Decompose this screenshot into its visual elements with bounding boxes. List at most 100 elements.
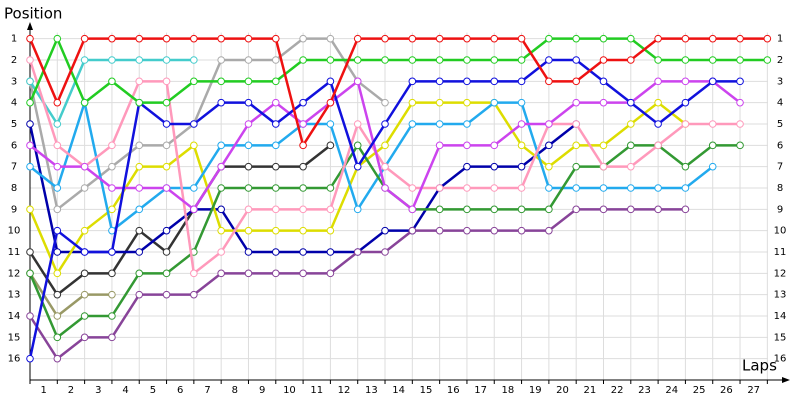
point: [299, 205, 307, 214]
point: [353, 141, 362, 150]
x-tick-label: 26: [720, 385, 733, 396]
y-tick-label: 5: [11, 119, 17, 130]
x-tick-label: 12: [338, 385, 351, 396]
x-tick-label: 14: [392, 385, 405, 396]
point: [162, 226, 171, 235]
y-tick-label-right: 7: [777, 162, 783, 173]
point: [435, 77, 444, 86]
point: [381, 56, 389, 64]
y-tick-label: 9: [11, 204, 17, 215]
point: [463, 226, 471, 235]
point: [26, 77, 34, 86]
point: [53, 269, 62, 278]
point: [654, 56, 662, 64]
point: [326, 269, 335, 278]
point: [381, 98, 389, 107]
point: [135, 77, 144, 86]
point: [326, 56, 335, 64]
point: [26, 162, 34, 171]
point: [408, 34, 417, 43]
point: [299, 98, 307, 107]
point: [53, 248, 62, 256]
point: [381, 226, 389, 235]
point: [162, 290, 171, 299]
point: [271, 226, 280, 235]
point: [217, 184, 225, 192]
point: [353, 248, 362, 256]
y-tick-label-right: 12: [774, 268, 787, 279]
point: [53, 120, 62, 128]
x-tick-label: 24: [665, 385, 678, 396]
point: [381, 184, 389, 192]
point: [271, 77, 280, 86]
y-tick-label: 7: [11, 162, 17, 173]
x-tick-label: 13: [365, 385, 378, 396]
point: [108, 141, 116, 150]
y-tick-label-right: 3: [777, 76, 783, 87]
point: [190, 141, 198, 150]
point: [135, 226, 144, 235]
point: [517, 34, 526, 43]
point: [517, 162, 526, 171]
point: [162, 184, 171, 192]
point: [517, 226, 526, 235]
point: [299, 184, 307, 192]
point: [627, 120, 635, 128]
point: [80, 269, 89, 278]
point: [244, 56, 253, 64]
point: [190, 184, 198, 192]
point: [80, 98, 89, 107]
point: [190, 34, 198, 43]
x-tick-label: 11: [310, 385, 323, 396]
y-tick-label-right: 8: [777, 183, 783, 194]
point: [26, 248, 34, 256]
point: [244, 77, 253, 86]
point: [217, 77, 225, 86]
point: [190, 120, 198, 128]
point: [708, 34, 717, 43]
point: [736, 141, 744, 150]
x-tick-label: 1: [40, 385, 46, 396]
series-line: [28, 144, 332, 297]
point: [326, 141, 335, 150]
point: [708, 162, 717, 171]
x-tick-label: 16: [447, 385, 460, 396]
point: [108, 290, 116, 299]
point: [326, 205, 335, 214]
x-tick-label: 25: [693, 385, 706, 396]
point: [271, 269, 280, 278]
y-tick-label: 14: [8, 311, 21, 322]
point: [53, 141, 62, 150]
x-tick-label: 10: [283, 385, 296, 396]
point: [681, 56, 690, 64]
point: [517, 77, 526, 86]
point: [490, 141, 499, 150]
point: [271, 248, 280, 256]
point: [162, 120, 171, 128]
x-arrow: [782, 377, 790, 383]
point: [326, 120, 335, 128]
point: [545, 56, 553, 64]
point: [599, 141, 608, 150]
point: [53, 98, 62, 107]
y-tick-label-right: 9: [777, 204, 783, 215]
point: [26, 354, 34, 363]
point: [162, 56, 171, 64]
point: [654, 77, 662, 86]
point: [162, 248, 171, 256]
series-line: [28, 35, 768, 105]
y-tick-label: 3: [11, 76, 17, 87]
point: [654, 34, 662, 43]
point: [572, 205, 580, 214]
x-tick-label: 8: [232, 385, 238, 396]
x-tick-label: 20: [556, 385, 569, 396]
point: [627, 205, 635, 214]
point: [326, 226, 335, 235]
point: [408, 120, 417, 128]
point: [299, 248, 307, 256]
y-tick-label: 13: [8, 290, 21, 301]
point: [80, 184, 89, 192]
point: [217, 269, 225, 278]
point: [763, 34, 772, 43]
